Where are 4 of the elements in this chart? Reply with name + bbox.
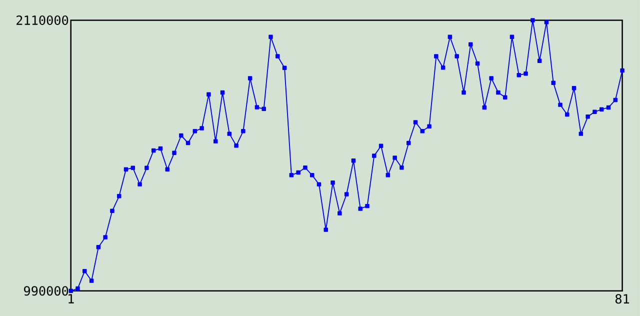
x-tick-label: 81 bbox=[615, 294, 630, 304]
y-tick-label: 990000 bbox=[24, 286, 68, 296]
y-tick-label: 2110000 bbox=[16, 15, 68, 25]
x-tick-label: 1 bbox=[68, 294, 74, 304]
